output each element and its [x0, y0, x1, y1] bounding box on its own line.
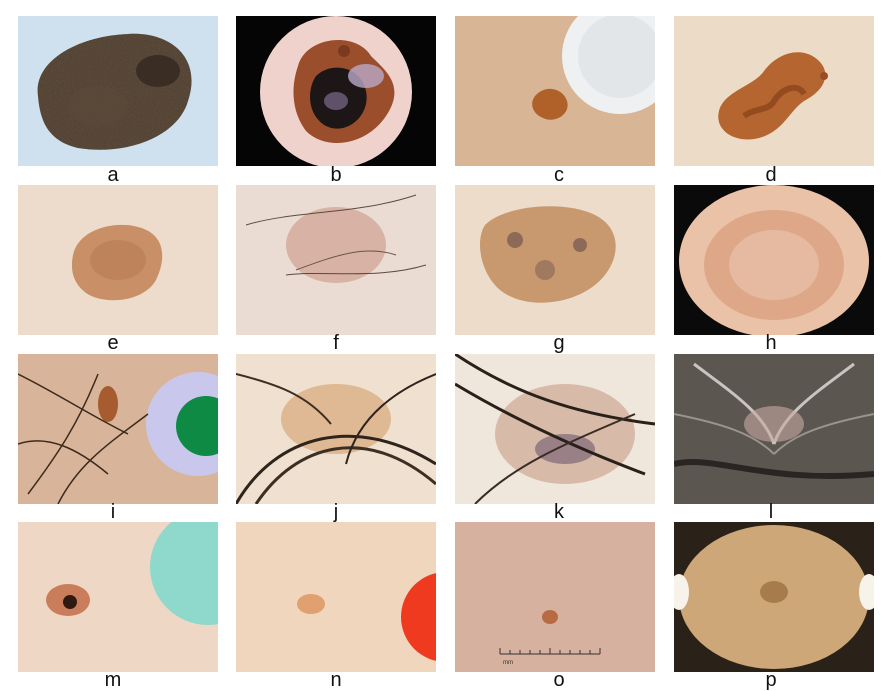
lesion-image-i [18, 354, 218, 504]
lesion-image-n [236, 522, 436, 672]
lesion-image-j [236, 354, 436, 504]
panel-label-d: d [765, 164, 777, 186]
panel-label-k: k [554, 501, 564, 523]
lesion-image-k [455, 354, 655, 504]
lesion-image-g [455, 185, 655, 335]
panel-label-b: b [330, 164, 342, 186]
panel-p [674, 522, 874, 672]
panel-label-c: c [554, 164, 564, 186]
lesion-image-a [18, 16, 218, 166]
lesion-image-p [674, 522, 874, 672]
panel-b [236, 16, 436, 166]
panel-n [236, 522, 436, 672]
panel-label-n: n [330, 669, 342, 691]
panel-label-g: g [553, 332, 565, 354]
lesion-image-d [674, 16, 874, 166]
panel-label-e: e [107, 332, 119, 354]
lesion-image-b [236, 16, 436, 166]
panel-o: mm [455, 522, 655, 672]
panel-g [455, 185, 655, 335]
lesion-image-f [236, 185, 436, 335]
panel-label-j: j [333, 501, 339, 523]
panel-label-a: a [107, 164, 119, 186]
panel-label-p: p [765, 669, 777, 691]
lesion-image-m [18, 522, 218, 672]
lesion-image-e [18, 185, 218, 335]
lesion-image-o: mm [455, 522, 655, 672]
panel-label-o: o [553, 669, 565, 691]
panel-c [455, 16, 655, 166]
lesion-image-c [455, 16, 655, 166]
panel-j [236, 354, 436, 504]
panel-label-i: i [110, 501, 116, 523]
scale-bar-ticks [499, 648, 601, 654]
panel-e [18, 185, 218, 335]
panel-d [674, 16, 874, 166]
panel-label-h: h [765, 332, 777, 354]
panel-i [18, 354, 218, 504]
panel-f [236, 185, 436, 335]
panel-k [455, 354, 655, 504]
panel-a [18, 16, 218, 166]
panel-label-l: l [768, 501, 774, 523]
panel-label-f: f [333, 332, 339, 354]
panel-l [674, 354, 874, 504]
panel-m [18, 522, 218, 672]
lesion-image-h [674, 185, 874, 335]
panel-label-m: m [104, 669, 122, 691]
lesion-image-l [674, 354, 874, 504]
panel-h [674, 185, 874, 335]
scale-bar-label: mm [503, 660, 513, 666]
